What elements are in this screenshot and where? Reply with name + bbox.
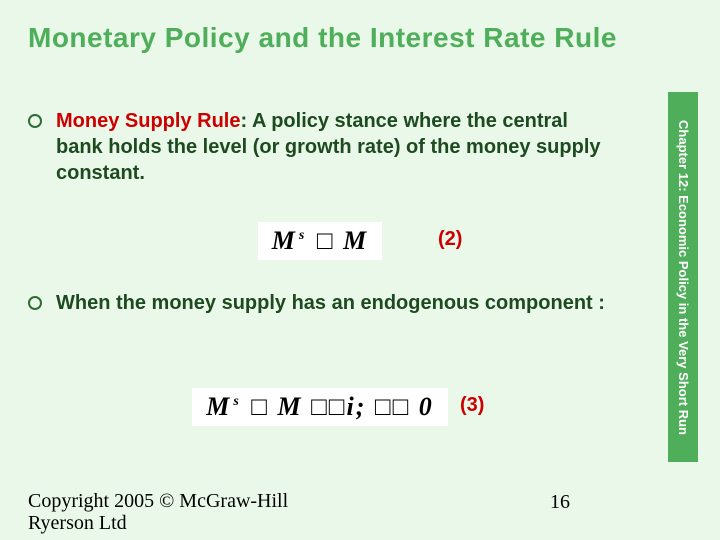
equation-number: (2) [438,228,462,251]
bullet-text: When the money supply has an endogenous … [56,290,605,316]
chapter-tab-text: Chapter 12: Economic Policy in the Very … [676,120,691,435]
equation-number: (3) [460,394,484,417]
copyright-text: Copyright 2005 © McGraw-Hill Ryerson Ltd [28,490,288,534]
page-number: 16 [550,491,570,514]
equation: Ms □ M □□i; □□ 0 [192,388,448,426]
bullet-rest: When the money supply has an endogenous … [56,292,605,314]
bullet-item: When the money supply has an endogenous … [28,290,605,316]
bullet-term: Money Supply Rule [56,110,240,132]
copyright-line2: Ryerson Ltd [28,512,127,534]
equation-row: Ms □ M □□i; □□ 0 [0,388,640,426]
copyright-line1: Copyright 2005 © McGraw-Hill [28,490,288,512]
chapter-tab: Chapter 12: Economic Policy in the Very … [668,92,698,462]
slide-title: Monetary Policy and the Interest Rate Ru… [28,22,617,54]
bullet-marker-icon [28,114,42,128]
bullet-item: Money Supply Rule: A policy stance where… [28,108,616,186]
bullet-text: Money Supply Rule: A policy stance where… [56,108,616,186]
equation-row: Ms □ M [0,222,640,260]
slide: Monetary Policy and the Interest Rate Ru… [0,0,720,540]
bullet-marker-icon [28,296,42,310]
equation: Ms □ M [258,222,382,260]
